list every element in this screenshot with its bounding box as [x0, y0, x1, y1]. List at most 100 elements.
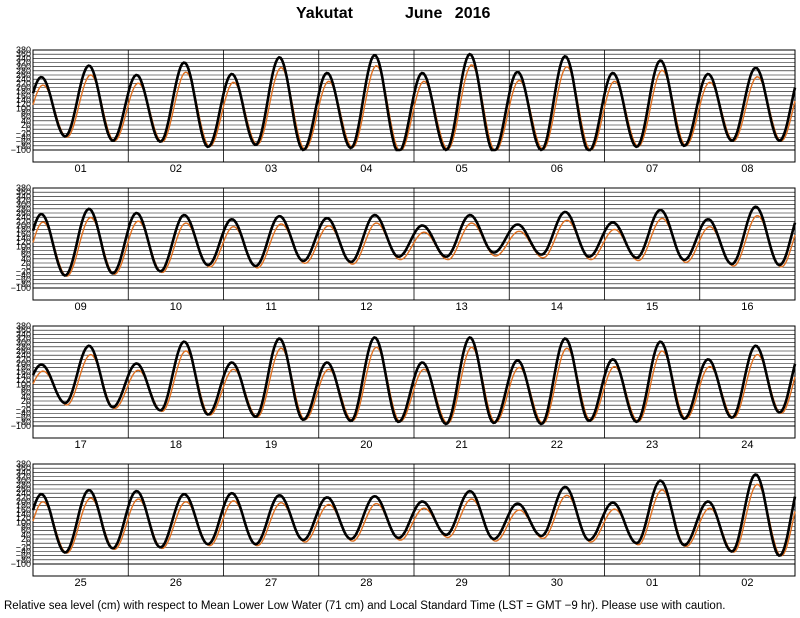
predicted-series-line	[31, 336, 797, 426]
y-tick-label: 240	[16, 488, 31, 498]
chart-title: Yakutat June 2016	[0, 5, 800, 27]
tide-panel: −100−80−60−40−20020406080100120140160180…	[11, 45, 797, 175]
y-tick-label: −20	[16, 266, 31, 276]
day-label: 15	[646, 301, 658, 313]
y-tick-label: 200	[16, 83, 31, 93]
y-tick-label: 160	[16, 91, 31, 101]
day-label: 11	[265, 301, 276, 313]
day-label: 28	[360, 577, 372, 589]
y-tick-label: −100	[11, 283, 31, 293]
y-tick-label: 20	[21, 258, 31, 268]
y-tick-label: 300	[16, 62, 31, 72]
y-tick-label: 140	[16, 509, 31, 519]
day-label: 24	[741, 439, 753, 451]
tide-panel: −100−80−60−40−20020406080100120140160180…	[11, 459, 797, 589]
y-tick-label: 300	[16, 476, 31, 486]
y-tick-label: 220	[16, 492, 31, 502]
day-label: 08	[741, 163, 753, 175]
y-tick-label: 320	[16, 196, 31, 206]
panel-frame	[32, 325, 796, 439]
predicted-series-line	[31, 52, 797, 152]
y-tick-label: 320	[16, 58, 31, 68]
y-tick-label: 200	[16, 221, 31, 231]
day-label: 16	[741, 301, 753, 313]
y-tick-label: −100	[11, 421, 31, 431]
y-tick-label: 40	[21, 116, 31, 126]
y-tick-label: 380	[16, 45, 31, 55]
y-tick-label: 80	[21, 108, 31, 118]
y-tick-label: −80	[16, 141, 31, 151]
day-label: 02	[170, 163, 182, 175]
predicted-series-line	[31, 473, 797, 558]
day-label: 29	[456, 577, 468, 589]
day-label: 23	[646, 439, 658, 451]
y-tick-label: 120	[16, 513, 31, 523]
y-tick-label: 300	[16, 338, 31, 348]
y-tick-label: −80	[16, 279, 31, 289]
y-tick-label: 200	[16, 497, 31, 507]
day-label: 01	[75, 163, 87, 175]
day-label: 05	[456, 163, 468, 175]
day-label: 07	[646, 163, 658, 175]
y-tick-label: 180	[16, 225, 31, 235]
day-label: 25	[75, 577, 87, 589]
y-tick-label: 80	[21, 384, 31, 394]
y-tick-label: 220	[16, 216, 31, 226]
y-tick-label: 140	[16, 233, 31, 243]
y-tick-label: −100	[11, 145, 31, 155]
y-tick-label: 180	[16, 501, 31, 511]
y-tick-label: 320	[16, 334, 31, 344]
day-label: 17	[75, 439, 87, 451]
y-tick-label: −20	[16, 404, 31, 414]
station-name: Yakutat	[296, 5, 353, 22]
y-tick-label: 240	[16, 350, 31, 360]
tide-panel: −100−80−60−40−20020406080100120140160180…	[11, 321, 797, 451]
day-label: 01	[646, 577, 658, 589]
footer-caption: Relative sea level (cm) with respect to …	[4, 600, 726, 612]
y-tick-label: −40	[16, 547, 31, 557]
y-tick-label: −60	[16, 137, 31, 147]
y-tick-label: 140	[16, 371, 31, 381]
y-tick-label: −80	[16, 417, 31, 427]
y-tick-label: 100	[16, 103, 31, 113]
y-tick-label: 0	[26, 262, 31, 272]
y-tick-label: 240	[16, 212, 31, 222]
day-label: 09	[75, 301, 87, 313]
y-tick-label: 340	[16, 191, 31, 201]
day-label: 13	[456, 301, 468, 313]
y-tick-label: 40	[21, 254, 31, 264]
y-tick-label: −20	[16, 128, 31, 138]
y-tick-label: −40	[16, 133, 31, 143]
y-tick-label: 280	[16, 204, 31, 214]
y-tick-label: 160	[16, 367, 31, 377]
y-tick-label: 180	[16, 363, 31, 373]
y-tick-label: −60	[16, 551, 31, 561]
y-tick-label: 20	[21, 534, 31, 544]
day-label: 04	[360, 163, 372, 175]
y-tick-label: 120	[16, 237, 31, 247]
predicted-series-line	[31, 205, 797, 277]
y-tick-label: 40	[21, 530, 31, 540]
y-tick-label: 40	[21, 392, 31, 402]
day-label: 02	[741, 577, 753, 589]
y-tick-label: 300	[16, 200, 31, 210]
y-tick-label: 380	[16, 321, 31, 331]
y-tick-label: −40	[16, 409, 31, 419]
y-tick-label: 80	[21, 246, 31, 256]
panel-frame	[32, 187, 796, 301]
y-tick-label: 160	[16, 505, 31, 515]
y-tick-label: 60	[21, 526, 31, 536]
y-tick-label: 320	[16, 472, 31, 482]
y-tick-label: 240	[16, 74, 31, 84]
y-tick-label: −60	[16, 275, 31, 285]
day-label: 14	[551, 301, 563, 313]
y-tick-label: 120	[16, 99, 31, 109]
day-label: 03	[265, 163, 277, 175]
y-tick-label: 280	[16, 66, 31, 76]
y-tick-label: 20	[21, 396, 31, 406]
y-tick-label: 380	[16, 459, 31, 469]
y-tick-label: 60	[21, 250, 31, 260]
y-tick-label: 60	[21, 388, 31, 398]
day-label: 06	[551, 163, 563, 175]
y-tick-label: 220	[16, 78, 31, 88]
